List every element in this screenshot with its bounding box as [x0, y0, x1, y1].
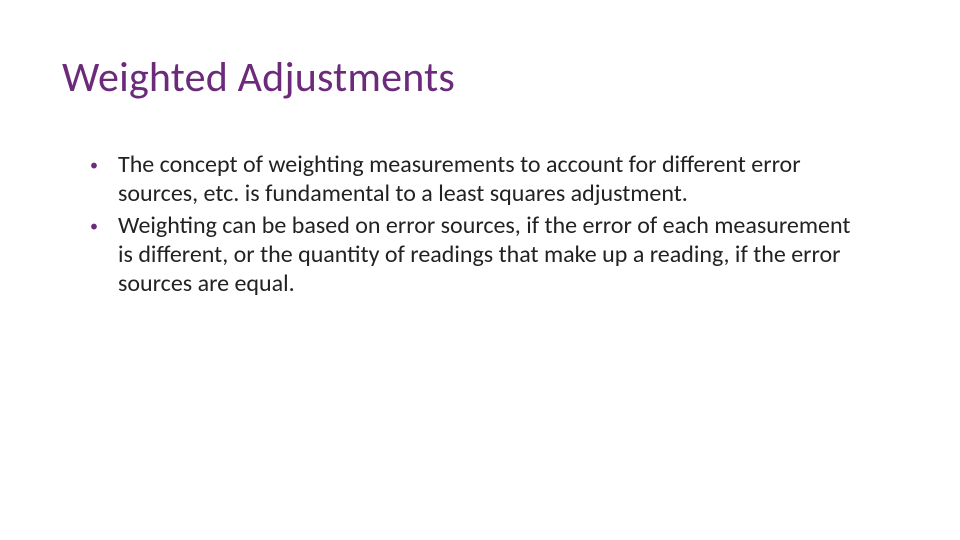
bullet-icon: • [90, 158, 118, 174]
bullet-text: The concept of weighting measurements to… [118, 150, 860, 209]
bullet-text: Weighting can be based on error sources,… [118, 211, 860, 299]
bullet-item: •The concept of weighting measurements t… [90, 150, 860, 209]
slide-body: •The concept of weighting measurements t… [90, 150, 860, 300]
slide-title: Weighted Adjustments [62, 52, 455, 103]
bullet-item: •Weighting can be based on error sources… [90, 211, 860, 299]
bullet-icon: • [90, 219, 118, 235]
slide: Weighted Adjustments •The concept of wei… [0, 0, 960, 540]
